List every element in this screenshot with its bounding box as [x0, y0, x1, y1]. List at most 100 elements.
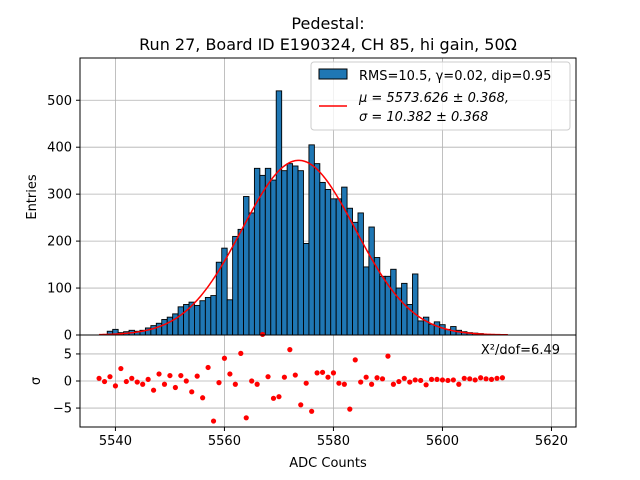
residual-point: [112, 383, 119, 389]
residual-point: [396, 378, 402, 385]
x-ticks: 5540 5560 5580 5600 5620: [99, 427, 568, 449]
residual-point: [281, 374, 287, 380]
histogram-bar: [346, 207, 353, 336]
residual-point: [434, 376, 440, 382]
residual-point: [369, 381, 375, 387]
residual-point: [232, 381, 238, 387]
residual-point: [428, 376, 435, 382]
residual-y-label: σ: [29, 377, 44, 385]
residual-y-ticks: −5 0 5: [53, 347, 80, 417]
histogram-bar: [264, 167, 272, 336]
y-axis-label: Entries: [25, 174, 40, 220]
histogram-bar: [330, 198, 337, 336]
residual-point: [336, 380, 342, 386]
residual-point: [347, 406, 353, 412]
histogram-bar: [166, 316, 174, 336]
x-tick-label: 5580: [317, 434, 350, 449]
residual-point: [129, 375, 135, 381]
histogram-bar: [270, 179, 277, 336]
gaussian-fit: [99, 159, 508, 336]
residual-point: [265, 374, 271, 380]
residual-point: [161, 381, 168, 387]
histogram-bar: [253, 167, 261, 336]
histogram-bar: [286, 163, 294, 336]
main-y-ticks: 0 100 200 300 400 500: [47, 94, 80, 344]
histogram-bar: [297, 170, 304, 336]
residual-point: [385, 353, 391, 359]
residual-point: [150, 387, 157, 393]
residual-point: [249, 378, 255, 384]
histogram-bar: [155, 322, 163, 336]
x-tick-label: 5540: [99, 434, 132, 449]
residual-point: [412, 377, 418, 383]
residual-point: [401, 375, 407, 381]
residual-point: [101, 378, 108, 385]
histogram-bar: [226, 299, 234, 336]
residual-point: [379, 376, 386, 382]
histogram-bar: [412, 273, 419, 336]
residual-point: [123, 378, 129, 385]
residual-point: [194, 373, 200, 379]
residual-point: [287, 347, 293, 353]
histogram-bar: [395, 287, 403, 336]
residual-point: [325, 374, 331, 380]
histogram-bar: [177, 306, 185, 336]
residual-point: [456, 381, 462, 387]
y-tick-label: 200: [47, 235, 72, 250]
y-tick-label: 0: [64, 329, 72, 344]
histogram-bar: [362, 266, 370, 336]
residual-point: [259, 331, 266, 338]
y-tick-label: 100: [47, 282, 72, 297]
legend-box: [310, 61, 571, 131]
residual-point: [363, 374, 369, 380]
residual-point: [461, 375, 467, 381]
residual-point: [200, 395, 206, 401]
histogram-bar: [204, 296, 212, 336]
histogram-bar: [281, 170, 288, 336]
residual-point: [445, 377, 451, 384]
residual-point: [390, 381, 397, 387]
legend-bar-swatch: [318, 68, 348, 80]
residual-point: [221, 355, 228, 361]
histogram-bar: [324, 189, 332, 336]
x-axis-label: ADC Counts: [289, 456, 367, 471]
residual-point: [298, 402, 304, 408]
legend-fit-label-line1: μ = 5573.626 ± 0.368,: [358, 91, 509, 106]
histogram-bar: [237, 228, 244, 336]
residual-point: [270, 395, 277, 401]
residual-point: [96, 375, 102, 381]
residual-point: [205, 364, 211, 371]
histogram-bar: [335, 198, 343, 336]
residual-point: [276, 394, 282, 400]
residual-point: [167, 372, 173, 379]
y-tick-label: 300: [47, 188, 72, 203]
chart-subtitle: Run 27, Board ID E190324, CH 85, hi gain…: [139, 35, 517, 54]
histogram-bar: [401, 282, 408, 336]
x-tick-label: 5600: [426, 434, 459, 449]
histogram-bar: [439, 324, 446, 336]
residual-point: [450, 377, 456, 383]
residual-point: [216, 380, 222, 386]
residual-point: [499, 375, 506, 381]
histogram-bar: [248, 212, 255, 336]
histogram-bar: [150, 325, 157, 336]
legend-histogram-label: RMS=10.5, γ=0.02, dip=0.95: [359, 69, 551, 84]
histogram-bar: [199, 300, 206, 336]
residual-point: [494, 375, 500, 381]
residual-point: [309, 408, 315, 414]
residual-point: [478, 375, 484, 381]
residual-point: [303, 380, 309, 386]
fit-curve: [99, 159, 508, 336]
residual-point: [134, 379, 140, 385]
residual-point: [374, 375, 380, 381]
residual-point: [172, 384, 178, 391]
histogram-bar: [232, 235, 239, 336]
histogram-bar: [368, 226, 375, 336]
residual-point: [488, 376, 495, 382]
residual-point: [156, 371, 162, 377]
residual-point: [467, 376, 473, 382]
histogram-bar: [357, 212, 364, 336]
histogram-bar: [303, 242, 310, 336]
residual-point: [483, 376, 489, 382]
